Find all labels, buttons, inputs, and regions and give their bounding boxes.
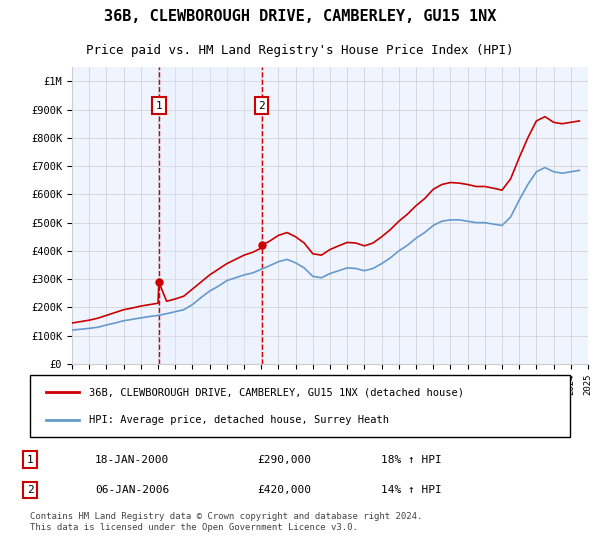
Text: 06-JAN-2006: 06-JAN-2006 — [95, 485, 169, 495]
Text: 18% ↑ HPI: 18% ↑ HPI — [381, 455, 442, 465]
Bar — [159, 67, 262, 364]
FancyBboxPatch shape — [30, 375, 570, 437]
Text: Price paid vs. HM Land Registry's House Price Index (HPI): Price paid vs. HM Land Registry's House … — [86, 44, 514, 57]
Text: 1: 1 — [26, 455, 34, 465]
Text: 2: 2 — [26, 485, 34, 495]
Text: 2: 2 — [258, 101, 265, 111]
Text: 36B, CLEWBOROUGH DRIVE, CAMBERLEY, GU15 1NX (detached house): 36B, CLEWBOROUGH DRIVE, CAMBERLEY, GU15 … — [89, 388, 464, 398]
Text: Contains HM Land Registry data © Crown copyright and database right 2024.
This d: Contains HM Land Registry data © Crown c… — [30, 512, 422, 532]
Text: £420,000: £420,000 — [257, 485, 311, 495]
Text: 36B, CLEWBOROUGH DRIVE, CAMBERLEY, GU15 1NX: 36B, CLEWBOROUGH DRIVE, CAMBERLEY, GU15 … — [104, 10, 496, 24]
Text: £290,000: £290,000 — [257, 455, 311, 465]
Text: 1: 1 — [155, 101, 162, 111]
Text: 18-JAN-2000: 18-JAN-2000 — [95, 455, 169, 465]
Text: HPI: Average price, detached house, Surrey Heath: HPI: Average price, detached house, Surr… — [89, 414, 389, 424]
Text: 14% ↑ HPI: 14% ↑ HPI — [381, 485, 442, 495]
